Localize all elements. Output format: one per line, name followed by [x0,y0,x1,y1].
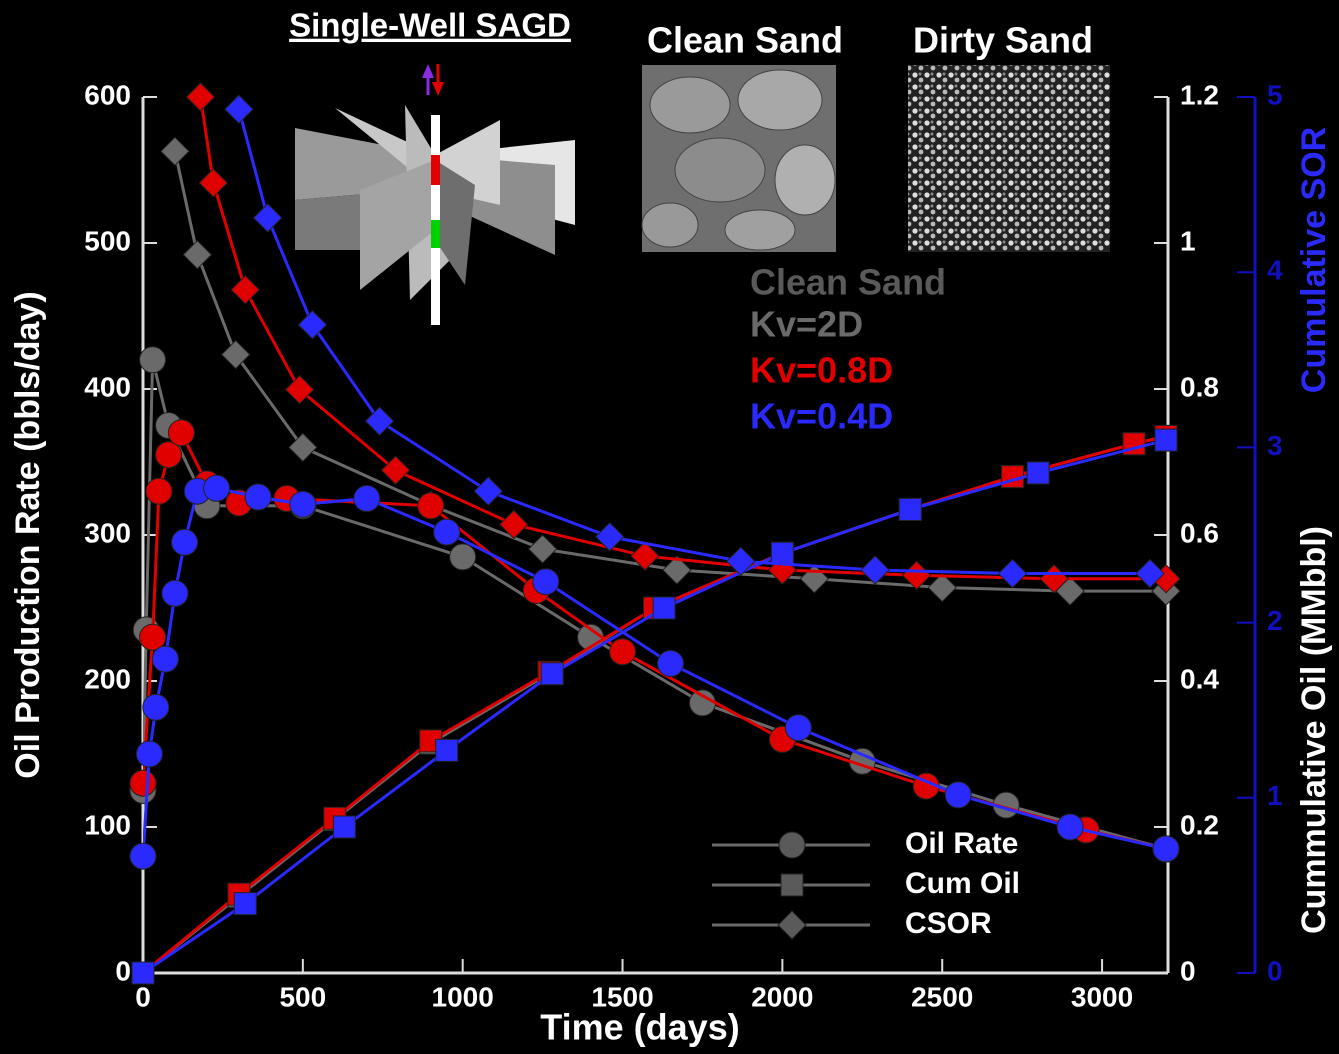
oil_rate-marker [785,715,811,741]
y-tick-label: 0 [115,955,131,986]
case-note: Clean Sand [750,262,946,303]
oil_rate-marker [130,843,156,869]
y3-tick-label: 5 [1267,79,1283,110]
oil_rate-marker [657,650,683,676]
oil_rate-marker [610,639,636,665]
image-label: Dirty Sand [913,20,1093,61]
legend-label: Oil Rate [905,827,1018,860]
legend-marker [781,874,803,896]
y3-axis-label: Cumulative SOR [1295,127,1333,393]
y2-tick-label: 0.6 [1180,517,1219,548]
oil_rate-marker [1057,814,1083,840]
y2-tick-label: 1 [1180,225,1196,256]
x-tick-label: 0 [135,981,151,1012]
y-tick-label: 200 [84,663,131,694]
cum_oil-marker [333,816,355,838]
y3-tick-label: 4 [1267,255,1283,286]
cum_oil-marker [436,739,458,761]
y2-axis-label: Cummulative Oil (MMbbl) [1295,526,1333,934]
image-label: Clean Sand [647,20,843,61]
oil_rate-marker [290,491,316,517]
y-tick-label: 500 [84,225,131,256]
y-axis-label: Oil Production Rate (bbls/day) [9,291,47,778]
x-axis-label: Time (days) [540,1007,739,1048]
oil_rate-marker [418,493,444,519]
oil_rate-marker [945,782,971,808]
y3-tick-label: 3 [1267,430,1283,461]
oil_rate-marker [1153,836,1179,862]
chart: Single-Well SAGD Clean Sand Dirty Sand C… [0,0,1339,1054]
x-tick-label: 2500 [911,981,973,1012]
x-tick-label: 2000 [751,981,813,1012]
chart-title: Single-Well SAGD [289,7,571,44]
y-tick-label: 600 [84,79,131,110]
x-tick-label: 500 [279,981,326,1012]
cum_oil-marker [899,498,921,520]
x-tick-label: 1500 [591,981,653,1012]
oil_rate-marker [204,475,230,501]
oil_rate-marker [146,478,172,504]
cum_oil-marker [132,962,154,984]
y2-tick-label: 1.2 [1180,79,1219,110]
oil_rate-marker [245,484,271,510]
x-tick-label: 3000 [1071,981,1133,1012]
oil_rate-marker [143,694,169,720]
oil_rate-marker [172,529,198,555]
legend-label: Cum Oil [905,867,1020,900]
y3-tick-label: 2 [1267,605,1283,636]
oil_rate-marker [450,544,476,570]
x-tick-label: 1000 [432,981,494,1012]
case-label: Kv=0.8D [750,350,893,391]
oil_rate-marker [152,646,178,672]
cum_oil-marker [1027,462,1049,484]
oil_rate-marker [130,770,156,796]
cum_oil-marker [541,663,563,685]
y-tick-label: 400 [84,371,131,402]
oil_rate-marker [354,486,380,512]
oil_rate-marker [140,347,166,373]
oil_rate-marker [168,420,194,446]
case-label: Kv=0.4D [750,396,893,437]
clean-sand-image [642,65,836,252]
legend-label: CSOR [905,907,992,940]
oil_rate-marker [689,690,715,716]
y-tick-label: 100 [84,809,131,840]
y3-tick-label: 1 [1267,780,1283,811]
y2-tick-label: 0.4 [1180,663,1219,694]
oil_rate-marker [136,741,162,767]
y2-tick-label: 0.8 [1180,371,1219,402]
cum_oil-marker [234,893,256,915]
oil_rate-marker [434,519,460,545]
cum_oil-marker [771,542,793,564]
y-tick-label: 300 [84,517,131,548]
cum_oil-marker [653,597,675,619]
case-label: Kv=2D [750,304,863,345]
oil_rate-marker [533,569,559,595]
y2-tick-label: 0.2 [1180,809,1219,840]
legend-marker [779,832,805,858]
y3-tick-label: 0 [1267,955,1283,986]
cum_oil-marker [1155,429,1177,451]
oil_rate-marker [162,580,188,606]
y2-tick-label: 0 [1180,955,1196,986]
dirty-sand-image [908,65,1110,252]
